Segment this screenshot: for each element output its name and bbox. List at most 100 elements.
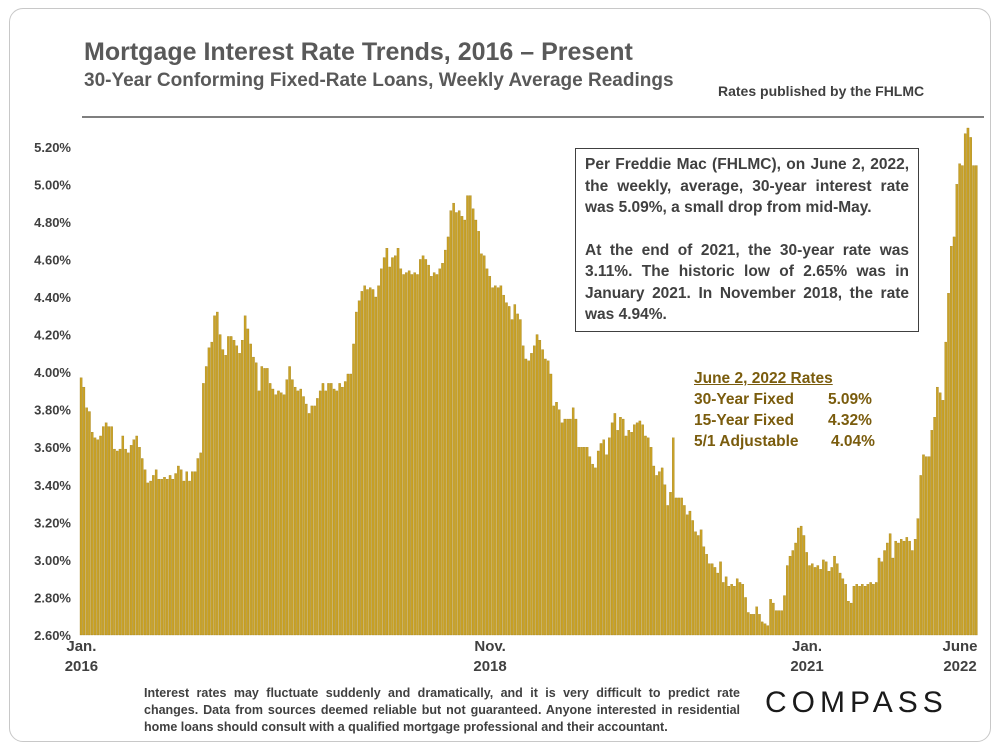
bar bbox=[143, 469, 147, 636]
bar bbox=[591, 463, 594, 636]
bar bbox=[694, 531, 697, 636]
y-tick-label: 4.00% bbox=[34, 365, 71, 380]
bar bbox=[357, 300, 361, 636]
bar bbox=[766, 625, 770, 636]
bar bbox=[872, 584, 875, 636]
x-tick-year: 2022 bbox=[943, 658, 977, 675]
y-tick-label: 4.60% bbox=[34, 252, 71, 267]
bar bbox=[635, 422, 639, 636]
bar bbox=[171, 478, 175, 636]
bar bbox=[257, 390, 261, 636]
bar bbox=[763, 623, 767, 636]
bar bbox=[382, 257, 386, 636]
bar bbox=[888, 533, 892, 636]
bar bbox=[432, 272, 436, 636]
bar bbox=[950, 246, 953, 636]
bar bbox=[177, 465, 180, 636]
bar bbox=[858, 586, 861, 636]
bar bbox=[90, 432, 94, 636]
bar bbox=[691, 520, 694, 636]
bar bbox=[118, 448, 122, 636]
bar bbox=[655, 475, 658, 636]
bar bbox=[886, 542, 889, 636]
bar bbox=[496, 287, 500, 636]
bar bbox=[677, 497, 681, 636]
bar bbox=[524, 358, 528, 636]
chart-title: Mortgage Interest Rate Trends, 2016 – Pr… bbox=[84, 38, 633, 66]
bar bbox=[546, 360, 550, 636]
bar bbox=[569, 418, 572, 636]
bar bbox=[724, 576, 728, 636]
bar-series bbox=[79, 127, 978, 636]
bar bbox=[510, 319, 514, 636]
bar bbox=[833, 555, 836, 636]
bar bbox=[313, 405, 316, 636]
bar bbox=[916, 518, 920, 636]
bar bbox=[905, 537, 909, 636]
bar bbox=[107, 426, 111, 636]
y-tick-label: 5.00% bbox=[34, 177, 71, 192]
bar bbox=[238, 353, 241, 636]
bar bbox=[374, 296, 378, 636]
bar bbox=[293, 386, 297, 636]
bar bbox=[596, 450, 600, 636]
bar bbox=[224, 355, 227, 636]
bar bbox=[141, 458, 144, 636]
bar bbox=[708, 563, 711, 636]
annotation-paragraph-1: Per Freddie Mac (FHLMC), on June 2, 2022… bbox=[585, 156, 909, 216]
bar bbox=[377, 285, 380, 636]
bar bbox=[157, 478, 161, 636]
bar bbox=[874, 582, 878, 636]
bar bbox=[499, 285, 503, 636]
bar bbox=[410, 274, 414, 636]
bar bbox=[774, 610, 778, 636]
rates-row-label: 5/1 Adjustable bbox=[694, 433, 799, 450]
y-axis: 5.20% 5.00% 4.80% 4.60% 4.40% 4.20% 4.00% 3.80%… bbox=[34, 140, 71, 643]
bar bbox=[947, 293, 950, 636]
bar bbox=[521, 345, 525, 636]
bar bbox=[274, 394, 277, 636]
bar bbox=[146, 482, 150, 636]
y-tick-label: 2.60% bbox=[34, 628, 71, 643]
bar bbox=[449, 210, 453, 636]
bar bbox=[115, 450, 119, 636]
bar bbox=[666, 505, 669, 636]
bar bbox=[577, 447, 580, 636]
bar bbox=[519, 319, 522, 636]
x-tick-label: June 2022 bbox=[930, 637, 990, 677]
bar bbox=[769, 599, 772, 636]
bar bbox=[838, 572, 842, 636]
bar bbox=[752, 614, 756, 636]
bar bbox=[280, 392, 283, 636]
x-tick-month: Nov. bbox=[474, 638, 506, 655]
bar bbox=[430, 276, 433, 636]
bar bbox=[727, 586, 731, 636]
bar bbox=[452, 202, 455, 636]
bar bbox=[900, 539, 903, 636]
bar bbox=[82, 386, 86, 636]
bar bbox=[788, 555, 792, 636]
bar bbox=[861, 584, 864, 636]
bar bbox=[102, 426, 105, 636]
bar bbox=[963, 133, 967, 636]
bar bbox=[196, 458, 200, 636]
annotation-paragraph-2: At the end of 2021, the 30-year rate was… bbox=[585, 241, 909, 324]
bar bbox=[477, 231, 480, 636]
bar bbox=[168, 475, 172, 636]
bar bbox=[710, 563, 714, 636]
bar bbox=[202, 383, 205, 636]
bar bbox=[813, 567, 817, 636]
bar bbox=[897, 542, 900, 636]
bar bbox=[241, 340, 244, 636]
bar bbox=[188, 480, 191, 636]
bar bbox=[391, 257, 394, 636]
bar bbox=[216, 311, 219, 636]
bar bbox=[413, 272, 416, 636]
bar bbox=[96, 439, 100, 636]
bar bbox=[855, 584, 858, 636]
rates-row: 5/1 Adjustable 4.04% bbox=[694, 431, 875, 452]
bar bbox=[85, 407, 88, 636]
bar bbox=[366, 289, 369, 636]
bar bbox=[491, 287, 494, 636]
bar bbox=[318, 390, 322, 636]
